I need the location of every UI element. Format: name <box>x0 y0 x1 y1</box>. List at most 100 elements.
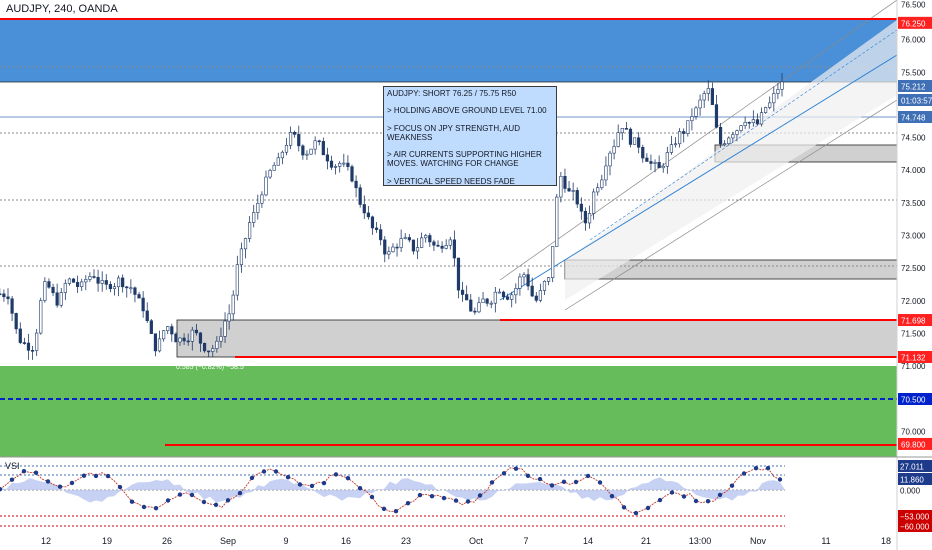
candle-body <box>248 222 252 239</box>
candle-body <box>575 190 579 205</box>
candle-body <box>563 176 567 189</box>
candle-body <box>387 251 391 255</box>
candle-body <box>678 131 682 145</box>
candle-body <box>182 337 186 342</box>
vsi-dot <box>573 479 579 485</box>
vsi-dot <box>429 494 435 499</box>
symbol-title: AUDJPY, 240, OANDA <box>6 3 118 15</box>
y-tick-label: 72.000 <box>901 297 926 306</box>
candle-body <box>395 246 399 249</box>
vsi-dot <box>45 479 51 484</box>
x-tick-label: 11 <box>821 536 830 546</box>
vsi-dot <box>309 483 315 489</box>
candle-body <box>256 202 260 213</box>
vsi-dot <box>537 476 543 482</box>
vsi-tag <box>898 473 932 485</box>
vsi-dot <box>105 473 111 479</box>
vsi-dot <box>21 469 27 474</box>
candle-body <box>485 298 489 304</box>
vsi-dot <box>657 497 663 503</box>
candle-body <box>211 348 215 352</box>
candle-body <box>657 162 661 169</box>
vsi-dot <box>141 504 147 510</box>
candle-body <box>297 134 301 147</box>
note-line-1: AUDJPY: SHORT 76.25 / 75.75 R50 <box>387 89 517 98</box>
candle-body <box>227 313 231 322</box>
candle-body <box>391 246 395 253</box>
candle-body <box>301 145 305 156</box>
candle-body <box>166 326 170 331</box>
candle-body <box>612 146 616 154</box>
candle-body <box>407 237 411 241</box>
candle-body <box>10 298 14 314</box>
vsi-dot <box>381 506 387 511</box>
candle-body <box>243 238 248 250</box>
candle-body <box>694 107 698 117</box>
vsi-dot <box>501 471 507 476</box>
price-tag <box>898 94 932 106</box>
candle-body <box>751 119 755 124</box>
candle-body <box>104 280 108 285</box>
candle-body <box>473 310 477 313</box>
candle-body <box>530 285 534 297</box>
y-tick-label: 70.000 <box>901 427 926 436</box>
y-tick-label: 71.000 <box>901 362 926 371</box>
candle-body <box>260 194 264 204</box>
vsi-dot <box>297 482 303 487</box>
vsi-histogram <box>0 477 785 503</box>
vsi-dot <box>645 505 651 511</box>
candle-body <box>239 248 244 266</box>
measure-label: 0.585 (−0.82%) −58.5 <box>176 364 244 371</box>
candle-body <box>739 125 743 132</box>
candle-body <box>313 140 317 150</box>
candle-body <box>59 292 63 306</box>
candle-body <box>96 276 100 284</box>
candle-body <box>776 89 780 94</box>
candle-body <box>608 152 612 167</box>
candle-body <box>661 165 665 169</box>
candle-body <box>284 144 289 153</box>
vsi-dot <box>33 470 39 475</box>
candle-body <box>489 302 493 305</box>
vsi-dot <box>93 473 99 479</box>
candle-body <box>121 277 125 288</box>
y-tick-label: 73.000 <box>901 232 926 241</box>
candle-body <box>436 244 440 247</box>
candle-body <box>624 128 628 130</box>
candle-body <box>477 302 481 313</box>
vsi-dot <box>669 490 675 495</box>
candle-body <box>604 165 608 181</box>
candle-body <box>727 137 731 144</box>
y-tick-label: 75.212 <box>901 83 926 92</box>
candle-body <box>26 342 31 351</box>
candle-body <box>579 203 583 212</box>
candle-body <box>587 213 592 224</box>
candle-body <box>116 277 121 288</box>
candle-body <box>469 299 473 312</box>
y-tick-label: 69.800 <box>901 440 926 449</box>
candle-body <box>293 132 297 135</box>
candle-body <box>567 188 571 192</box>
y-tick-label: 76.000 <box>901 36 926 45</box>
candle-body <box>571 190 575 192</box>
price-tag <box>898 16 932 29</box>
vsi-dot <box>357 486 363 491</box>
note-line-5: > VERTICAL SPEED NEEDS FADE TOWARDS 76.0… <box>387 176 515 186</box>
candle-body <box>51 286 55 294</box>
candle-body <box>112 286 117 290</box>
x-tick-label: 9 <box>283 536 288 546</box>
price-candles <box>0 73 784 360</box>
candle-body <box>141 297 145 312</box>
y-tick-label: 70.500 <box>901 396 926 405</box>
candle-body <box>764 107 768 113</box>
vsi-dot <box>549 483 555 488</box>
candle-body <box>186 340 190 343</box>
candle-body <box>546 277 551 282</box>
candle-body <box>632 137 637 145</box>
vsi-dot <box>369 494 375 500</box>
vsi-dot <box>777 477 783 482</box>
candle-body <box>514 288 518 296</box>
y-tick-label: 75.500 <box>901 68 926 77</box>
y-tick-label: 72.500 <box>901 264 926 273</box>
candle-body <box>399 238 403 248</box>
